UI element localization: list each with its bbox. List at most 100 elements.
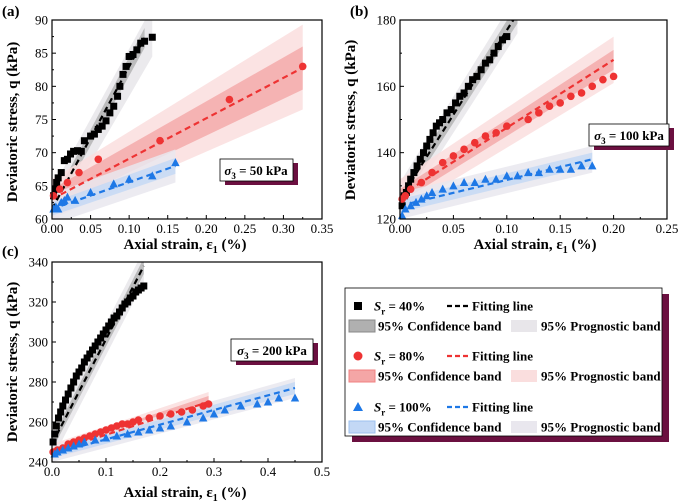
data-point [63,192,72,201]
data-point [75,168,83,177]
data-point [107,318,115,326]
data-point [417,178,426,187]
fitting-line [52,66,304,201]
data-point [105,322,113,330]
data-point [470,178,479,187]
axis-ticks: 0.0 0.1 0.2 0.3 0.4 0.5 240 260 280 300 320 340 [29,255,331,480]
data-point [129,292,137,300]
data-point [481,59,489,67]
data-point [145,414,153,422]
data-point [486,56,494,64]
sigma3-annotation: σ3 = 100 kPa [588,123,674,150]
x-tick-label: 0.25 [233,221,256,236]
data-point [523,168,533,177]
y-tick-label: 60 [35,212,48,227]
data-point [54,414,62,422]
data-point [449,181,458,190]
data-point [89,346,96,354]
data-point [53,204,63,213]
data-point [398,202,406,210]
data-point [599,75,607,84]
data-point [503,122,511,130]
x-tick-label: 0.2 [152,464,168,479]
y-tick-label: 340 [29,255,49,270]
data-point [182,417,192,426]
legend-group: Sr = 40% Fitting line 95% Confidence band 9… [348,299,661,334]
data-point [428,168,436,177]
data-point [113,312,121,320]
data-point [577,161,586,170]
legend-fit-label: Fitting line [472,400,533,415]
data-point [94,155,103,164]
data-point [57,169,65,177]
data-point [63,178,72,187]
data-point [124,298,132,306]
data-point [456,92,464,100]
data-point [566,164,576,173]
data-point [481,132,490,140]
data-point [129,50,137,58]
data-point [99,330,107,338]
data-point [427,187,437,196]
legend-prognostic-swatch [511,320,537,332]
data-point [67,384,75,392]
y-tick-label: 75 [35,112,48,127]
data-point [534,168,544,177]
data-point [118,304,126,312]
data-point [419,149,427,157]
data-point [134,427,143,436]
data-point [62,396,69,404]
data-point [87,132,95,140]
panel-label: (b) [350,4,368,20]
data-point [411,197,421,206]
data-point [70,195,80,204]
x-tick-label: 0.05 [79,221,102,236]
data-point [91,435,100,444]
data-point [290,393,300,402]
data-point [188,406,197,414]
y-tick-label: 320 [29,295,49,310]
fitting-line [52,400,209,454]
data-point [490,49,498,57]
data-point [473,72,481,80]
data-point [460,89,468,97]
x-axis-label: Axial strain, ε1 (%) [123,485,246,503]
data-point [114,92,122,100]
data-point [118,420,126,428]
data-point [588,82,597,91]
legend-confidence-swatch [348,420,376,434]
data-point [102,117,110,125]
data-point [225,95,234,104]
data-point [410,169,418,177]
confidence-band [52,46,303,210]
data-point [447,106,455,114]
data-point [70,378,78,386]
x-tick-label: 0.1 [98,464,114,479]
svg-text:σ3 = 100 kPa: σ3 = 100 kPa [594,128,664,146]
data-point [470,138,479,147]
panel-label: (a) [2,4,20,20]
data-point [125,52,133,60]
data-point [556,164,565,173]
data-point [90,130,98,138]
data-point [416,155,424,163]
legend-confidence-label: 95% Confidence band [378,319,502,334]
x-axis-label: Axial strain, ε1 (%) [473,237,596,256]
legend-confidence-label: 95% Confidence band [378,420,502,435]
data-point [452,99,460,107]
data-point [556,99,564,107]
legend-marker [354,302,362,310]
legend-marker [353,351,363,361]
data-points [49,282,300,458]
data-point [64,390,72,398]
data-point [98,122,106,130]
data-point [438,184,447,193]
data-point [459,178,469,187]
data-point [449,152,458,160]
svg-text:σ3 = 200 kPa: σ3 = 200 kPa [237,343,307,361]
data-point [577,89,586,97]
data-point [438,158,447,167]
legend: Sr = 40% Fitting line 95% Confidence band 9… [344,287,669,442]
data-point [460,145,468,154]
